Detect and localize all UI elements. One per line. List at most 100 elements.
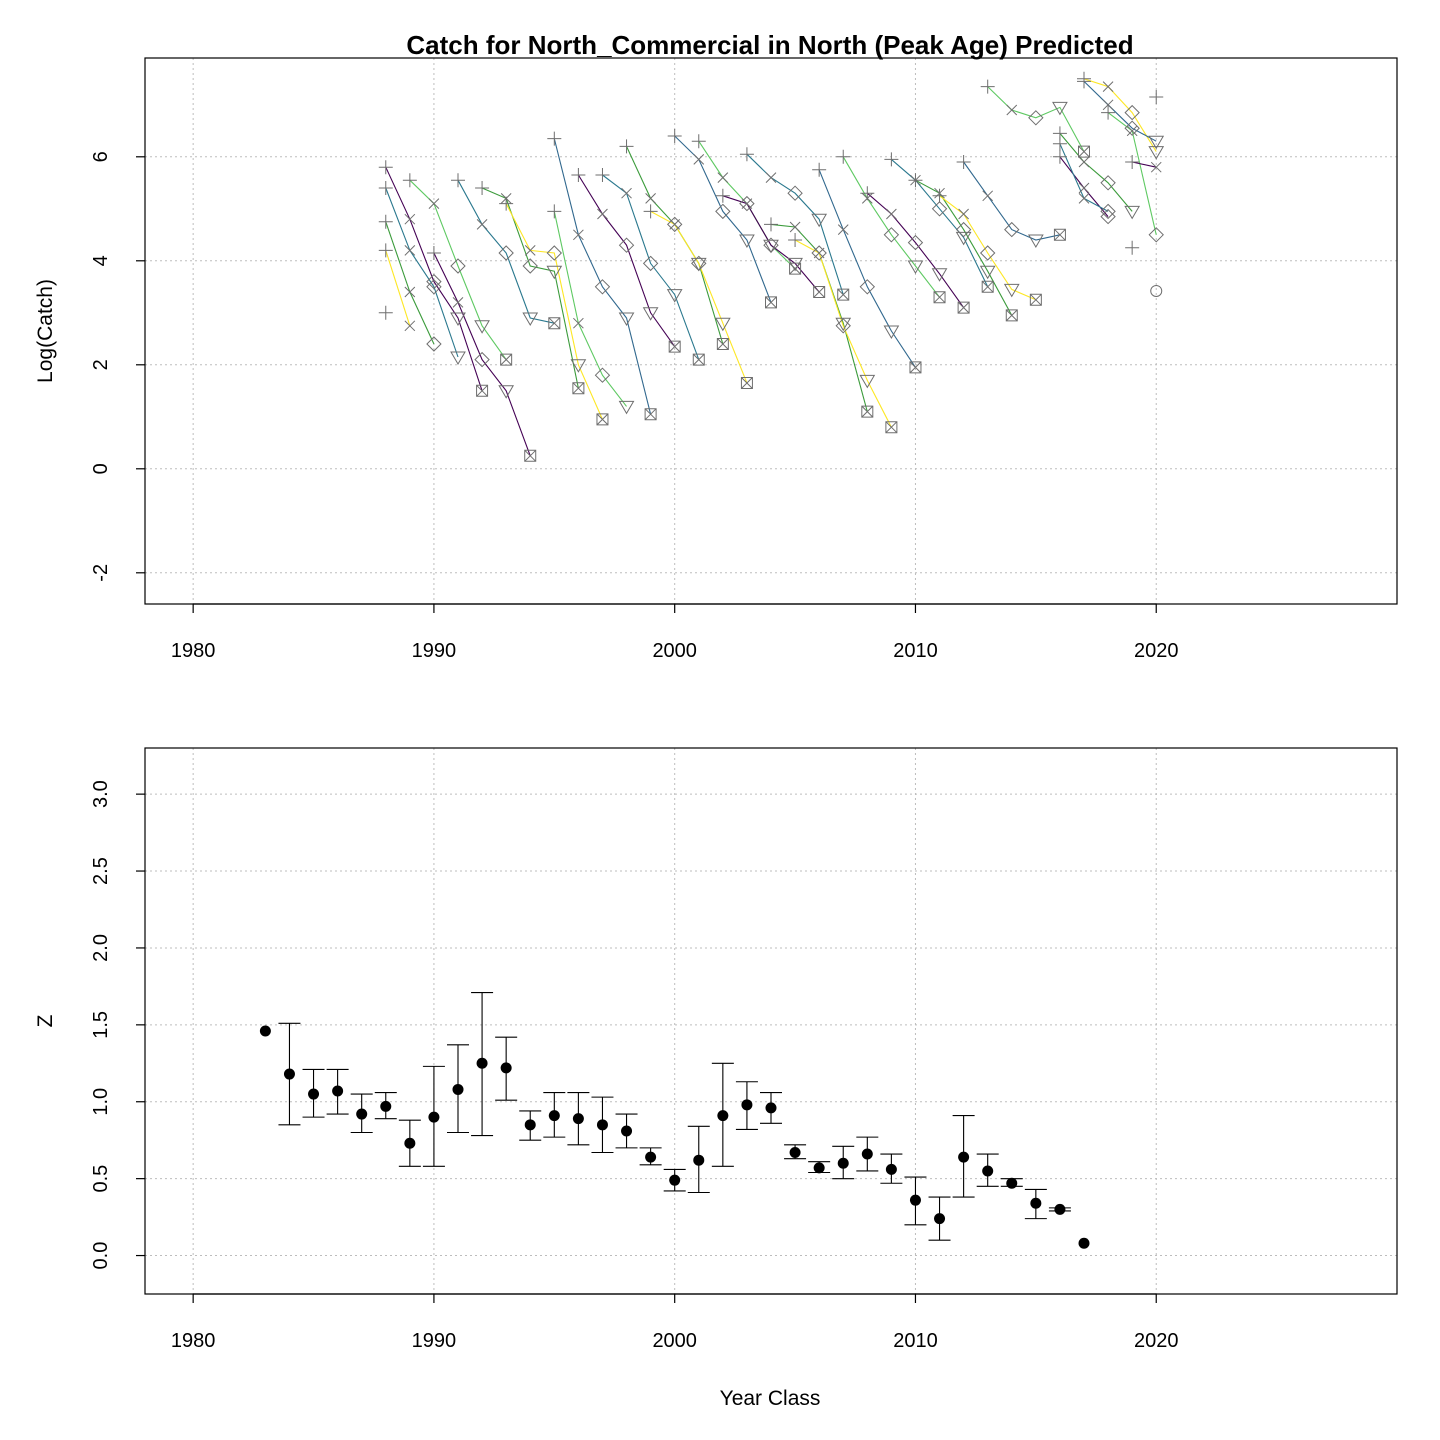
z-y-tick-label: 1.5 — [90, 1011, 112, 1039]
catch-grid — [145, 58, 1397, 604]
marker-x — [765, 172, 777, 183]
marker-triangle-down — [546, 265, 563, 280]
marker-box-x — [885, 421, 898, 434]
z-point — [596, 1119, 608, 1131]
marker-box-x — [500, 353, 513, 366]
marker-plus — [884, 152, 899, 167]
marker-box-x — [596, 413, 609, 426]
z-point — [283, 1068, 295, 1080]
marker-x — [428, 198, 440, 209]
catch-markers — [378, 71, 1165, 462]
marker-x — [741, 198, 753, 209]
marker-diamond — [763, 237, 779, 253]
marker-x — [1102, 81, 1114, 92]
cohort-line — [794, 239, 892, 428]
catch-x-tick-label: 1990 — [412, 640, 457, 662]
marker-x — [693, 154, 705, 165]
cohort-line — [409, 179, 507, 360]
marker-x — [404, 286, 416, 298]
marker-x — [524, 245, 536, 256]
marker-diamond — [811, 245, 827, 261]
marker-plus — [378, 160, 393, 175]
z-x-axis-label: Year Class — [720, 1387, 821, 1410]
z-point — [717, 1110, 729, 1122]
catch-y-tick-label: 6 — [90, 151, 112, 162]
z-y-tick-label: 2.0 — [90, 934, 112, 962]
cohort-line — [553, 211, 627, 407]
cohort-line — [842, 156, 940, 298]
catch-y-tick-label: 0 — [90, 463, 112, 474]
marker-plus — [739, 147, 754, 162]
marker-box-x — [909, 361, 922, 374]
marker-triangle-down — [859, 374, 876, 389]
z-y-tick-label: 2.5 — [90, 857, 112, 885]
marker-plus — [667, 129, 682, 143]
marker-x — [573, 317, 584, 329]
z-x-tick-label: 2020 — [1134, 1330, 1179, 1352]
marker-diamond — [859, 279, 876, 295]
z-y-tick-label: 1.0 — [90, 1088, 112, 1116]
marker-x — [1006, 104, 1018, 116]
marker-box-x — [1029, 293, 1042, 306]
marker-plus — [715, 188, 730, 203]
marker-plus — [499, 196, 514, 211]
z-points — [259, 1025, 1090, 1249]
z-point — [813, 1162, 825, 1174]
z-point — [332, 1085, 344, 1097]
cohort-line — [987, 86, 1085, 152]
marker-plus — [643, 204, 658, 219]
marker-diamond — [931, 201, 948, 217]
z-point — [356, 1108, 368, 1120]
cohort-line — [481, 187, 579, 389]
cohort-line — [1083, 78, 1157, 152]
marker-x — [452, 297, 464, 308]
marker-x — [1078, 156, 1090, 168]
marker-plus — [378, 305, 393, 320]
marker-circle — [1150, 284, 1163, 297]
z-point — [621, 1125, 633, 1137]
marker-plus — [1077, 74, 1091, 89]
z-point — [765, 1102, 777, 1114]
catch-y-axis-label: Log(Catch) — [34, 279, 57, 383]
catch-y-tick-label: -2 — [90, 564, 112, 582]
marker-plus — [908, 173, 923, 188]
marker-box-x — [957, 301, 970, 314]
marker-triangle-down — [618, 312, 635, 326]
marker-triangle-down — [450, 312, 466, 326]
marker-diamond — [979, 245, 996, 261]
marker-diamond — [594, 279, 611, 295]
cohort-line — [385, 250, 411, 326]
marker-x — [958, 208, 969, 220]
marker-plus — [378, 214, 393, 229]
z-point — [380, 1100, 392, 1112]
cohort-line — [674, 135, 772, 303]
marker-diamond — [666, 216, 683, 233]
z-point — [1030, 1197, 1042, 1209]
marker-triangle-down — [1124, 205, 1141, 220]
marker-plus — [836, 149, 851, 164]
marker-diamond — [426, 336, 442, 352]
marker-plus — [571, 168, 586, 182]
marker-box-x — [548, 317, 561, 330]
cohort-line — [866, 192, 965, 308]
marker-box-x — [644, 408, 657, 421]
marker-box-x — [1053, 228, 1066, 241]
marker-x — [1078, 193, 1090, 204]
marker-diamond — [739, 195, 755, 212]
cohort-line — [746, 153, 844, 295]
marker-triangle-down — [883, 325, 900, 339]
marker-diamond — [691, 255, 707, 272]
cohort-line — [1059, 133, 1133, 212]
z-point — [500, 1062, 512, 1074]
marker-plus — [475, 181, 490, 195]
marker-x — [813, 247, 825, 259]
marker-triangle-down — [907, 260, 924, 274]
cohort-line — [1059, 143, 1109, 212]
z-point — [548, 1110, 560, 1122]
marker-triangle-down — [811, 213, 828, 228]
z-point — [428, 1111, 440, 1123]
z-y-tick-label: 0.5 — [90, 1165, 112, 1193]
z-panel: 1980 1990 2000 2010 2020 0.0 0.5 1.0 1.5 2.0 2.5 3… — [34, 747, 1398, 1410]
z-point — [572, 1113, 584, 1125]
marker-triangle-down — [666, 289, 683, 303]
